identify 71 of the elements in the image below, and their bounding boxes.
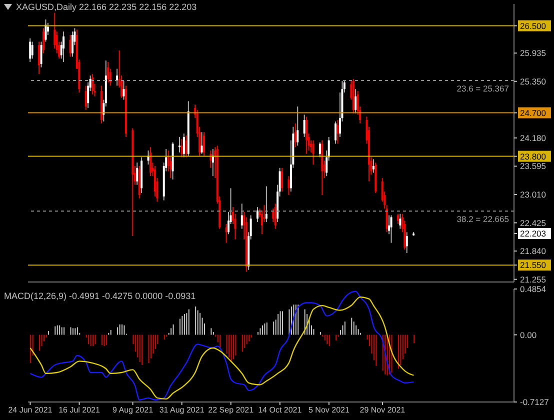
candlestick — [396, 213, 399, 224]
candlestick — [44, 18, 47, 42]
y-tick-label: -0.7127 — [520, 397, 550, 407]
candlestick — [256, 206, 259, 223]
candlestick — [40, 41, 42, 68]
candlestick — [294, 122, 296, 148]
candlestick — [288, 176, 290, 196]
candlestick — [84, 85, 87, 110]
candlestick — [150, 146, 152, 177]
candlestick — [38, 41, 40, 75]
x-tick-label: 29 Nov 2021 — [360, 406, 406, 415]
y-tick-label: 24.180 — [520, 132, 546, 143]
x-tick-label: 24 Jun 2021 — [8, 406, 53, 415]
candlestick — [29, 38, 32, 63]
candlestick — [31, 41, 34, 60]
y-tick-label: 23.010 — [520, 189, 546, 200]
candlestick — [42, 28, 44, 54]
x-tick-label: 14 Oct 2021 — [258, 406, 302, 415]
x-tick-label: 9 Aug 2021 — [112, 406, 154, 415]
y-tick-label: 22.203 — [520, 228, 546, 239]
candlestick — [406, 232, 408, 254]
x-tick-label: 16 Jul 2021 — [58, 406, 101, 415]
y-tick-label: 23.800 — [520, 151, 546, 162]
candlestick — [107, 62, 110, 83]
y-tick-label: 25.935 — [520, 48, 546, 58]
candlestick — [281, 167, 284, 192]
y-tick-label: 21.550 — [520, 260, 546, 270]
candlestick — [399, 213, 402, 230]
candlestick — [272, 208, 274, 223]
candlestick — [225, 223, 228, 244]
candlestick — [178, 136, 180, 153]
y-tick-label: 21.255 — [520, 274, 546, 284]
candlestick — [306, 116, 308, 154]
candlestick — [122, 80, 125, 100]
candlestick — [296, 106, 299, 146]
candlestick — [62, 31, 65, 63]
candlestick — [71, 31, 74, 58]
y-tick-label: 24.700 — [520, 108, 546, 118]
candlestick — [274, 203, 276, 230]
candlestick — [303, 114, 306, 138]
candlestick — [92, 74, 94, 95]
candlestick — [136, 162, 138, 186]
candlestick — [69, 34, 72, 58]
candlestick — [336, 120, 339, 144]
chart-title: MACD(12,26,9) -0.4991 -0.4275 0.0000 -0.0931 — [4, 291, 196, 301]
ref-line-label: 23.6 = 25.367 — [456, 84, 510, 94]
candlestick — [354, 88, 357, 114]
candlestick — [203, 132, 206, 156]
candlestick — [185, 135, 188, 158]
ref-line-label: 38.2 = 22.665 — [456, 214, 510, 224]
y-tick-label: 21.840 — [520, 246, 546, 256]
candlestick — [334, 120, 337, 144]
chart-title: XAGUSD,Daily 22.166 22.235 22.156 22.203 — [16, 2, 197, 12]
y-tick-label: 23.595 — [520, 161, 546, 172]
x-tick-label: 22 Sep 2021 — [208, 406, 254, 415]
candlestick — [200, 132, 203, 154]
y-tick-label: 25.350 — [520, 76, 546, 86]
candlestick — [318, 142, 321, 158]
y-tick-label: 0.00 — [520, 330, 537, 340]
y-tick-label: 26.500 — [520, 20, 546, 31]
candlestick — [240, 203, 243, 230]
candlestick — [180, 138, 183, 158]
y-tick-label: 0.4854 — [520, 284, 546, 294]
candlestick — [372, 158, 374, 174]
candlestick — [312, 140, 314, 166]
x-tick-label: 31 Aug 2021 — [159, 406, 205, 415]
x-tick-label: 5 Nov 2021 — [308, 406, 350, 415]
candlestick — [182, 133, 185, 158]
candlestick — [390, 214, 392, 244]
y-tick-label: 22.425 — [520, 218, 546, 228]
candlestick — [265, 186, 268, 223]
